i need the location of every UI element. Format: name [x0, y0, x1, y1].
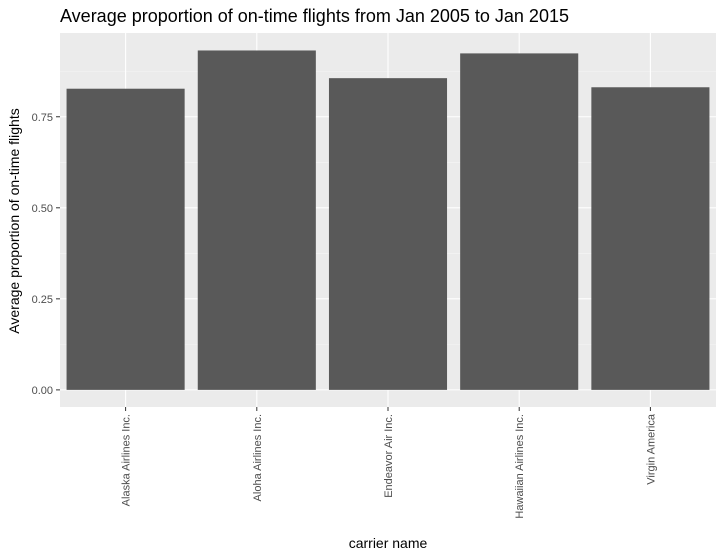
bars	[66, 50, 710, 390]
chart-title: Average proportion of on-time flights fr…	[60, 6, 569, 26]
y-axis: 0.00 0.25 0.50 0.75	[32, 112, 60, 397]
bar	[66, 88, 185, 390]
bar	[591, 87, 710, 390]
y-tick-label: 0.25	[32, 294, 53, 306]
bar	[328, 78, 448, 390]
x-tick-label: Hawaiian Airlines Inc.	[514, 414, 526, 519]
x-axis: Alaska Airlines Inc. Aloha Airlines Inc. E…	[121, 407, 657, 519]
x-tick-label: Aloha Airlines Inc.	[252, 414, 264, 501]
y-tick-label: 0.00	[32, 385, 53, 397]
x-tick-label: Alaska Airlines Inc.	[121, 414, 133, 506]
x-axis-title: carrier name	[349, 535, 428, 551]
bar	[460, 53, 579, 390]
y-tick-label: 0.50	[32, 203, 53, 215]
y-axis-title: Average proportion of on-time flights	[6, 108, 22, 333]
bar	[197, 50, 316, 390]
x-tick-label: Endeavor Air Inc.	[383, 414, 395, 498]
y-tick-label: 0.75	[32, 112, 53, 124]
x-tick-label: Virgin America	[645, 413, 657, 485]
